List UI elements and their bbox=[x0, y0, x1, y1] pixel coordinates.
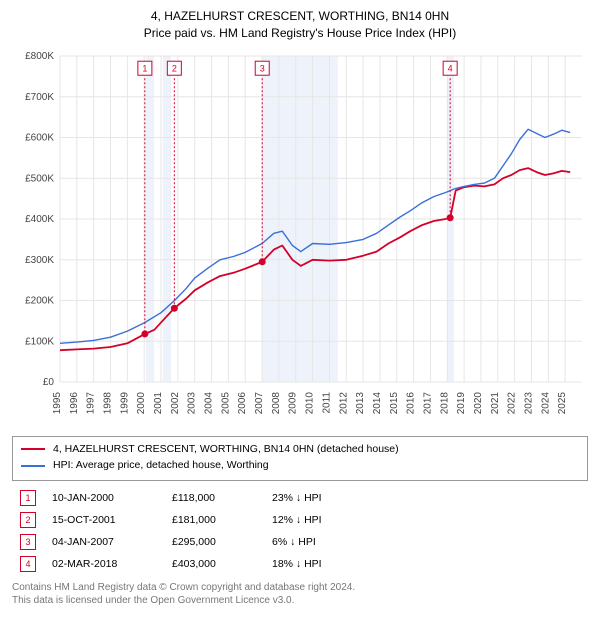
svg-text:1: 1 bbox=[142, 63, 147, 73]
legend-item: HPI: Average price, detached house, Wort… bbox=[21, 457, 579, 474]
sale-events-table: 1 10-JAN-2000£118,00023% ↓ HPI 2 15-OCT-200… bbox=[12, 487, 588, 575]
svg-text:2020: 2020 bbox=[473, 391, 484, 414]
sale-event-row: 1 10-JAN-2000£118,00023% ↓ HPI bbox=[12, 487, 588, 509]
svg-text:£500K: £500K bbox=[25, 173, 54, 184]
svg-text:£400K: £400K bbox=[25, 214, 54, 225]
legend-item: 4, HAZELHURST CRESCENT, WORTHING, BN14 0… bbox=[21, 441, 579, 458]
svg-text:£200K: £200K bbox=[25, 295, 54, 306]
event-delta: 23% ↓ HPI bbox=[272, 492, 372, 504]
event-marker: 3 bbox=[20, 534, 36, 550]
event-marker: 1 bbox=[20, 490, 36, 506]
svg-text:2003: 2003 bbox=[187, 391, 198, 414]
svg-text:1999: 1999 bbox=[119, 391, 130, 414]
event-date: 02-MAR-2018 bbox=[52, 558, 172, 570]
legend-swatch bbox=[21, 448, 45, 450]
svg-text:2009: 2009 bbox=[288, 391, 299, 414]
svg-text:£800K: £800K bbox=[25, 51, 54, 62]
event-date: 04-JAN-2007 bbox=[52, 536, 172, 548]
sale-event-row: 2 15-OCT-2001£181,00012% ↓ HPI bbox=[12, 509, 588, 531]
svg-text:1998: 1998 bbox=[103, 391, 114, 414]
svg-text:2000: 2000 bbox=[136, 391, 147, 414]
event-marker: 2 bbox=[20, 512, 36, 528]
svg-text:2016: 2016 bbox=[406, 391, 417, 414]
legend-label: HPI: Average price, detached house, Wort… bbox=[53, 457, 269, 474]
svg-text:1995: 1995 bbox=[52, 391, 63, 414]
event-delta: 12% ↓ HPI bbox=[272, 514, 372, 526]
legend: 4, HAZELHURST CRESCENT, WORTHING, BN14 0… bbox=[12, 436, 588, 482]
event-price: £181,000 bbox=[172, 514, 272, 526]
title-line-1: 4, HAZELHURST CRESCENT, WORTHING, BN14 0… bbox=[12, 8, 588, 25]
svg-text:2001: 2001 bbox=[153, 391, 164, 414]
svg-text:1996: 1996 bbox=[69, 391, 80, 414]
svg-text:2013: 2013 bbox=[355, 391, 366, 414]
svg-text:2018: 2018 bbox=[439, 391, 450, 414]
footer: Contains HM Land Registry data © Crown c… bbox=[12, 581, 588, 607]
svg-text:2004: 2004 bbox=[204, 391, 215, 414]
svg-text:2012: 2012 bbox=[338, 391, 349, 414]
svg-text:2007: 2007 bbox=[254, 391, 265, 414]
svg-text:3: 3 bbox=[260, 63, 265, 73]
chart-title: 4, HAZELHURST CRESCENT, WORTHING, BN14 0… bbox=[12, 8, 588, 42]
svg-text:£600K: £600K bbox=[25, 132, 54, 143]
event-date: 10-JAN-2000 bbox=[52, 492, 172, 504]
legend-label: 4, HAZELHURST CRESCENT, WORTHING, BN14 0… bbox=[53, 441, 399, 458]
footer-line-2: This data is licensed under the Open Gov… bbox=[12, 594, 588, 607]
chart-svg: £0 £100K £200K £300K £400K £500K £600K £700K £80… bbox=[12, 48, 588, 428]
title-line-2: Price paid vs. HM Land Registry's House … bbox=[12, 25, 588, 42]
svg-text:2006: 2006 bbox=[237, 391, 248, 414]
event-delta: 18% ↓ HPI bbox=[272, 558, 372, 570]
svg-text:2023: 2023 bbox=[523, 391, 534, 414]
svg-text:2: 2 bbox=[172, 63, 177, 73]
event-date: 15-OCT-2001 bbox=[52, 514, 172, 526]
svg-text:£0: £0 bbox=[43, 377, 55, 388]
event-price: £118,000 bbox=[172, 492, 272, 504]
svg-text:£700K: £700K bbox=[25, 91, 54, 102]
sale-event-row: 4 02-MAR-2018£403,00018% ↓ HPI bbox=[12, 553, 588, 575]
svg-text:£300K: £300K bbox=[25, 254, 54, 265]
svg-text:2008: 2008 bbox=[271, 391, 282, 414]
svg-text:2011: 2011 bbox=[321, 391, 332, 413]
svg-text:2005: 2005 bbox=[220, 391, 231, 414]
event-price: £403,000 bbox=[172, 558, 272, 570]
svg-text:2024: 2024 bbox=[540, 391, 551, 414]
event-delta: 6% ↓ HPI bbox=[272, 536, 372, 548]
svg-text:1997: 1997 bbox=[86, 391, 97, 414]
sale-event-row: 3 04-JAN-2007£295,0006% ↓ HPI bbox=[12, 531, 588, 553]
svg-text:2025: 2025 bbox=[557, 391, 568, 414]
svg-text:2002: 2002 bbox=[170, 391, 181, 414]
svg-text:2010: 2010 bbox=[305, 391, 316, 414]
svg-text:2021: 2021 bbox=[490, 391, 501, 414]
svg-text:2022: 2022 bbox=[507, 391, 518, 414]
chart: £0 £100K £200K £300K £400K £500K £600K £700K £80… bbox=[12, 48, 588, 428]
footer-line-1: Contains HM Land Registry data © Crown c… bbox=[12, 581, 588, 594]
event-marker: 4 bbox=[20, 556, 36, 572]
svg-text:£100K: £100K bbox=[25, 336, 54, 347]
svg-text:2014: 2014 bbox=[372, 391, 383, 414]
legend-swatch bbox=[21, 465, 45, 467]
svg-text:2017: 2017 bbox=[422, 391, 433, 414]
svg-text:4: 4 bbox=[448, 63, 453, 73]
svg-text:2015: 2015 bbox=[389, 391, 400, 414]
svg-text:2019: 2019 bbox=[456, 391, 467, 414]
event-price: £295,000 bbox=[172, 536, 272, 548]
